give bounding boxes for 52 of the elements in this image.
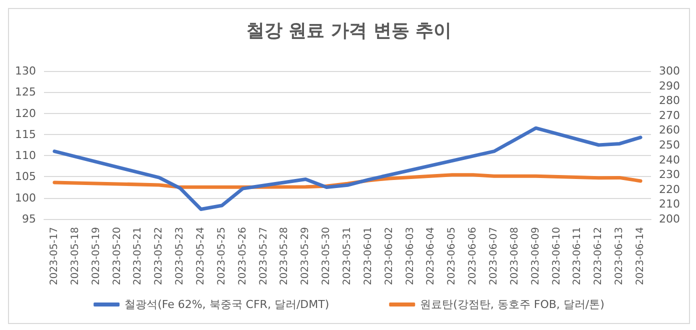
x-tick-label: 2023-05-22 [154,227,165,286]
x-tick-label: 2023-06-03 [404,227,416,286]
y2-tick-label: 300 [659,64,680,78]
x-tick-label: 2023-05-28 [279,227,290,286]
line-series [52,126,642,212]
chart-title: 철강 원료 가격 변동 추이 [246,20,452,42]
y2-tick-label: 260 [659,124,680,137]
y-tick-label: 130 [15,64,36,78]
x-tick-label: 2023-06-13 [614,227,626,286]
y2-tick-label: 280 [659,94,680,108]
legend-label: 원료탄(강점탄, 동호주 FOB, 달러/톤) [420,298,604,311]
y-tick-label: 110 [15,149,36,162]
x-tick-label: 2023-05-17 [48,227,60,286]
x-tick-label: 2023-05-27 [258,227,270,286]
x-tick-label: 2023-06-02 [384,227,395,286]
x-tick-label: 2023-06-12 [593,227,604,286]
x-tick-label: 2023-05-23 [174,227,186,286]
x-tick-label: 2023-06-11 [572,227,584,286]
x-tick-label: 2023-06-06 [468,227,479,286]
x-tick-label: 2023-06-07 [488,227,500,286]
y2-tick-label: 250 [659,138,680,152]
y-tick-label: 100 [15,191,36,204]
y-tick-label: 105 [15,170,36,184]
y-tick-label: 115 [15,128,36,141]
y2-tick-label: 210 [659,198,680,211]
x-tick-label: 2023-06-05 [446,227,458,286]
y-tick-label: 95 [22,212,36,226]
x-tick-label: 2023-06-01 [362,227,374,286]
x-tick-label: 2023-05-20 [112,227,123,286]
x-tick-label: 2023-05-18 [70,227,81,286]
x-tick-label: 2023-05-24 [195,227,206,286]
legend-label: 철광석(Fe 62%, 북중국 CFR, 달러/DMT) [124,298,330,311]
x-tick-label: 2023-05-29 [300,227,312,286]
x-tick-label: 2023-05-25 [216,227,228,286]
x-tick-label: 2023-06-04 [426,227,437,286]
y2-tick-label: 230 [659,168,680,182]
x-tick-label: 2023-05-31 [342,227,353,286]
y2-tick-label: 270 [659,108,680,122]
y-tick-label: 125 [15,86,36,99]
x-tick-label: 2023-05-30 [321,227,332,286]
x-tick-label: 2023-06-09 [530,227,542,286]
y2-tick-label: 240 [659,153,680,166]
y-tick-label: 120 [15,106,36,120]
y2-tick-label: 290 [659,79,680,92]
x-tick-label: 2023-06-08 [509,227,520,286]
x-tick-label: 2023-05-19 [90,227,102,286]
x-tick-label: 2023-06-10 [551,227,562,286]
x-tick-label: 2023-05-21 [132,227,144,286]
y2-tick-label: 200 [659,212,680,226]
x-tick-label: 2023-05-26 [237,227,248,286]
y2-tick-label: 220 [659,182,680,196]
x-tick-label: 2023-06-14 [635,227,646,286]
